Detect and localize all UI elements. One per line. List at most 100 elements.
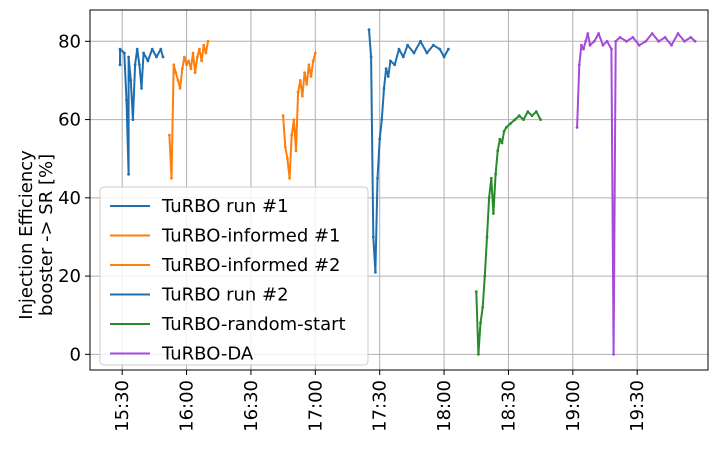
data-point bbox=[176, 79, 180, 82]
legend-box bbox=[99, 186, 369, 366]
data-point bbox=[146, 59, 150, 63]
data-point bbox=[189, 67, 193, 71]
data-point bbox=[586, 32, 590, 35]
data-point bbox=[283, 145, 287, 149]
data-point bbox=[170, 176, 173, 180]
y-axis-label-line-1: Injection Efficiency bbox=[16, 150, 37, 320]
data-point bbox=[500, 141, 504, 145]
data-point bbox=[625, 39, 628, 43]
legend-label: TuRBO run #1 bbox=[161, 196, 289, 217]
data-point bbox=[592, 39, 596, 43]
data-point bbox=[522, 118, 525, 121]
data-point bbox=[442, 55, 446, 59]
data-point bbox=[447, 47, 450, 51]
data-point bbox=[187, 59, 191, 63]
data-point bbox=[389, 59, 392, 63]
data-point bbox=[393, 63, 397, 67]
series-line-6 bbox=[576, 32, 696, 356]
data-point bbox=[657, 39, 660, 43]
data-point bbox=[290, 133, 294, 137]
data-point bbox=[474, 290, 478, 294]
legend-label: TuRBO-informed #2 bbox=[161, 255, 341, 276]
data-point bbox=[125, 98, 128, 102]
data-point bbox=[172, 63, 176, 67]
data-point bbox=[597, 32, 600, 35]
data-point bbox=[281, 114, 285, 118]
data-point bbox=[129, 79, 133, 82]
x-tick-label: 16:00 bbox=[177, 380, 198, 432]
data-point bbox=[425, 51, 429, 55]
legend-label: TuRBO-DA bbox=[161, 344, 254, 365]
data-point bbox=[582, 47, 585, 51]
data-point bbox=[496, 149, 500, 153]
data-point bbox=[303, 71, 306, 74]
data-point bbox=[193, 71, 197, 74]
data-point bbox=[386, 75, 390, 78]
legend-label: TuRBO run #2 bbox=[161, 285, 289, 306]
data-point bbox=[477, 352, 480, 356]
data-point bbox=[371, 235, 375, 239]
data-point bbox=[588, 43, 592, 47]
data-point bbox=[618, 36, 622, 39]
data-point bbox=[178, 86, 182, 90]
data-point bbox=[504, 126, 508, 129]
data-point bbox=[311, 59, 315, 63]
data-point bbox=[135, 47, 139, 51]
y-tick-label: 80 bbox=[58, 31, 81, 52]
data-point bbox=[200, 59, 204, 63]
data-point bbox=[610, 47, 613, 51]
x-tick-label: 17:00 bbox=[305, 380, 326, 432]
data-point bbox=[612, 352, 615, 356]
data-point bbox=[575, 126, 579, 129]
x-tick-label: 18:30 bbox=[498, 380, 519, 432]
data-point bbox=[191, 51, 195, 55]
series-line-1 bbox=[119, 48, 164, 176]
y-tick-label: 20 bbox=[58, 266, 81, 287]
x-tick-label: 15:30 bbox=[112, 380, 133, 432]
data-point bbox=[195, 55, 199, 59]
data-point bbox=[305, 82, 309, 86]
y-tick-label: 0 bbox=[70, 344, 81, 365]
data-point bbox=[614, 39, 618, 43]
data-point bbox=[530, 114, 534, 118]
data-point bbox=[309, 75, 313, 78]
plot-area-frame bbox=[89, 9, 709, 371]
data-point bbox=[644, 39, 648, 43]
data-point bbox=[185, 63, 189, 67]
data-point bbox=[204, 51, 208, 55]
data-point bbox=[374, 270, 377, 274]
data-point bbox=[513, 118, 517, 121]
data-point bbox=[286, 157, 289, 161]
y-axis-label: Injection Efficiency booster -> SR [%] bbox=[16, 150, 57, 320]
data-point bbox=[288, 176, 291, 180]
data-point bbox=[127, 172, 130, 176]
data-point bbox=[693, 39, 697, 43]
data-point bbox=[140, 86, 143, 90]
legend-label: TuRBO-random-start bbox=[161, 314, 346, 335]
data-point bbox=[485, 235, 489, 239]
data-point bbox=[584, 39, 588, 43]
data-point bbox=[431, 43, 435, 47]
data-point bbox=[438, 47, 442, 51]
data-point bbox=[138, 63, 141, 67]
data-point bbox=[487, 196, 491, 200]
data-point bbox=[380, 118, 384, 121]
data-point bbox=[313, 51, 317, 55]
data-point bbox=[382, 86, 386, 90]
data-point bbox=[539, 118, 542, 121]
data-point bbox=[637, 43, 641, 47]
data-point bbox=[369, 55, 373, 59]
legend-label: TuRBO-informed #1 bbox=[161, 226, 341, 247]
data-point bbox=[419, 39, 422, 43]
data-point bbox=[384, 67, 388, 71]
data-point bbox=[292, 118, 296, 121]
data-point bbox=[670, 43, 673, 47]
data-point bbox=[479, 321, 482, 325]
y-tick-label: 40 bbox=[58, 188, 81, 209]
y-axis-label-line-2: booster -> SR [%] bbox=[36, 154, 57, 316]
data-point bbox=[605, 39, 609, 43]
data-point bbox=[397, 47, 401, 51]
x-tick-label: 19:00 bbox=[563, 380, 584, 432]
data-point bbox=[376, 176, 379, 180]
